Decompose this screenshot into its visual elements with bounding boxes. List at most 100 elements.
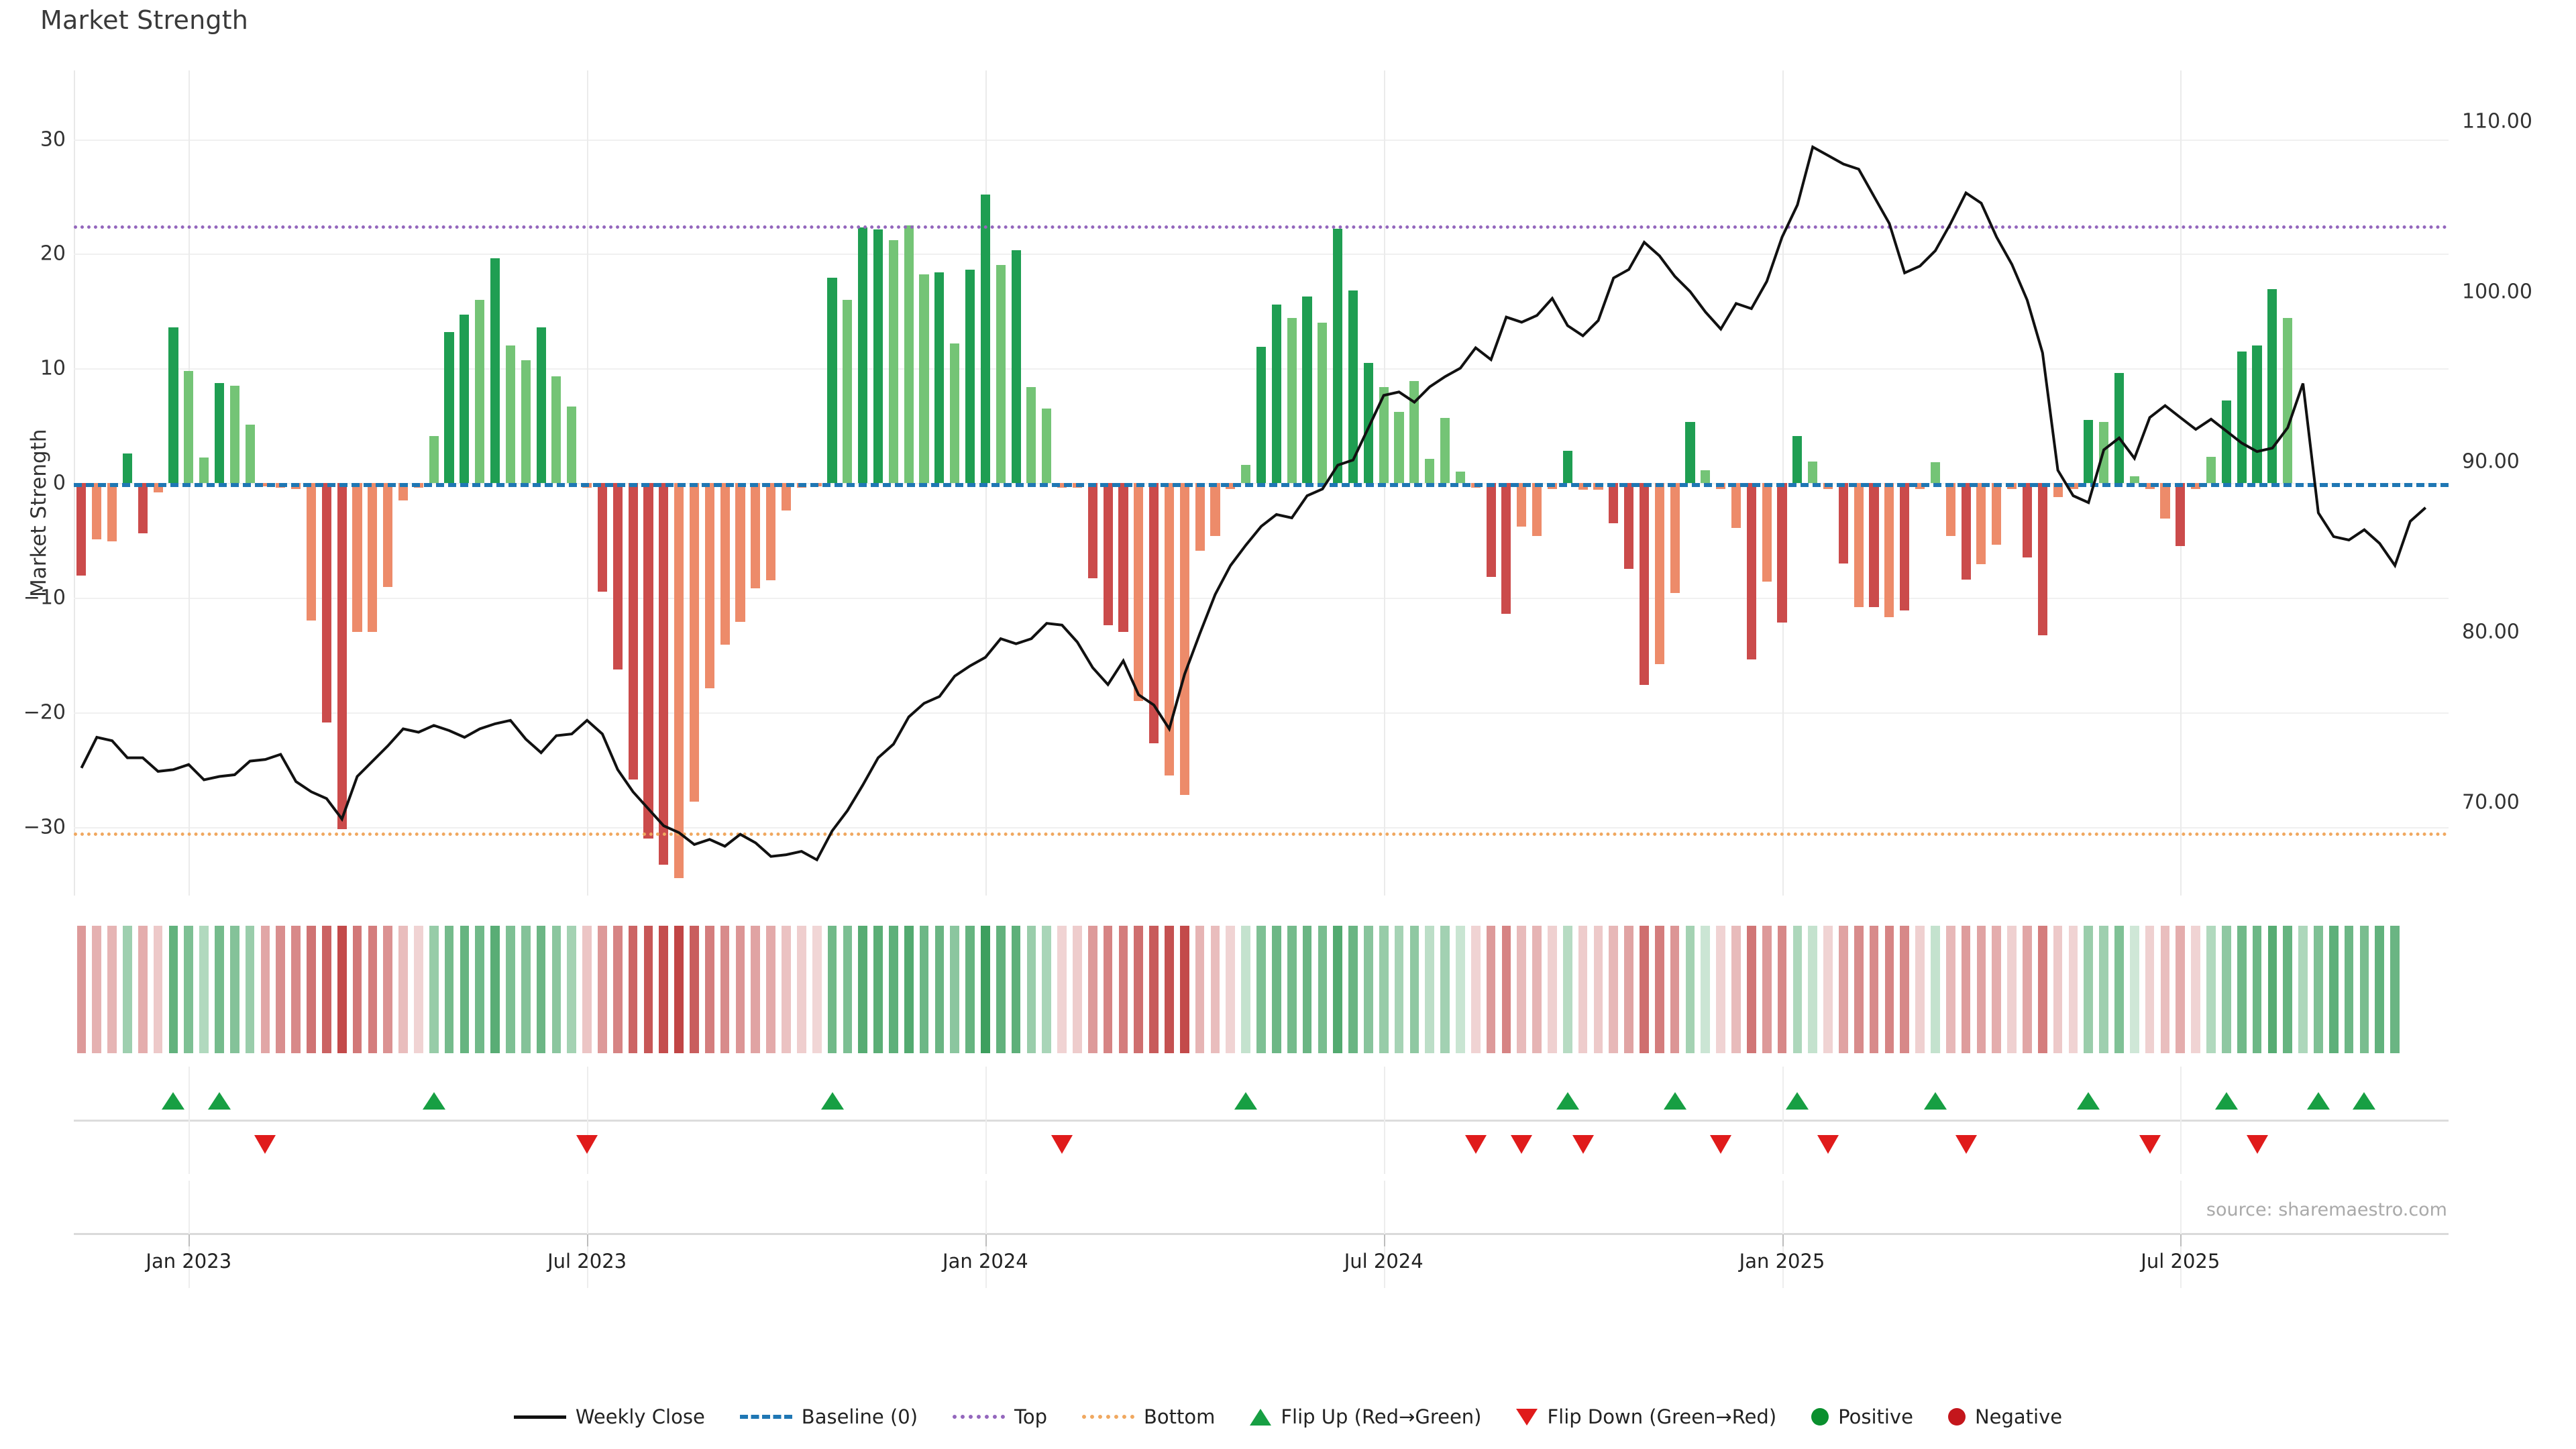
flip-up-marker-icon[interactable]: [2214, 1092, 2238, 1110]
heatmap-cell: [199, 926, 209, 1053]
heatmap-cell: [490, 926, 500, 1053]
legend-swatch: [1516, 1408, 1538, 1426]
heatmap-cell: [229, 926, 239, 1053]
flip-down-marker-icon[interactable]: [1572, 1135, 1594, 1154]
flip-down-marker-icon[interactable]: [576, 1135, 598, 1154]
strength-bar: [597, 483, 607, 592]
heatmap-cell: [1364, 926, 1373, 1053]
flip-down-marker-icon[interactable]: [2139, 1135, 2161, 1154]
strength-bar: [122, 453, 132, 483]
flip-gridline: [2180, 1067, 2182, 1174]
legend-item[interactable]: Weekly Close: [513, 1405, 705, 1428]
strength-bar: [505, 345, 515, 483]
heatmap-cell: [2359, 926, 2369, 1053]
heatmap-cell: [1931, 926, 1940, 1053]
flip-down-marker-icon[interactable]: [1051, 1135, 1073, 1154]
strength-bar: [1762, 483, 1772, 582]
strength-bar: [904, 225, 914, 483]
strength-bar: [1042, 408, 1052, 483]
triangle-up-green-icon: [1250, 1408, 1272, 1426]
heatmap-cell: [92, 926, 102, 1053]
strength-bar: [1808, 461, 1818, 483]
dashed-blue-icon: [739, 1415, 792, 1419]
flip-gridline: [1782, 1067, 1784, 1174]
flip-down-marker-icon[interactable]: [1817, 1135, 1839, 1154]
heatmap-cell: [1578, 926, 1588, 1053]
heatmap-cell: [414, 926, 423, 1053]
heatmap-cell: [1716, 926, 1725, 1053]
legend-item[interactable]: Baseline (0): [739, 1405, 918, 1428]
flip-down-marker-icon[interactable]: [1511, 1135, 1533, 1154]
strength-bar: [2237, 351, 2247, 483]
x-tick-mark: [985, 1234, 987, 1246]
legend-item[interactable]: Negative: [1947, 1405, 2062, 1428]
flip-up-marker-icon[interactable]: [1234, 1092, 1258, 1110]
flip-down-marker-icon[interactable]: [2246, 1135, 2268, 1154]
x-tick-label: Jan 2025: [1739, 1250, 1825, 1273]
heatmap-cell: [138, 926, 148, 1053]
legend-item[interactable]: Positive: [1811, 1405, 1913, 1428]
legend-item[interactable]: Flip Down (Green→Red): [1516, 1405, 1776, 1428]
heatmap-cell: [506, 926, 515, 1053]
heatmap-cell: [1456, 926, 1465, 1053]
heatmap-cell: [551, 926, 561, 1053]
legend-item[interactable]: Flip Up (Red→Green): [1250, 1405, 1481, 1428]
strength-bar: [1394, 412, 1404, 483]
strength-bar: [2221, 400, 2231, 483]
gridline: [74, 826, 2449, 828]
heatmap-cell: [2068, 926, 2078, 1053]
strength-bar: [720, 483, 730, 645]
legend-item[interactable]: Top: [953, 1405, 1047, 1428]
flip-down-marker-icon[interactable]: [254, 1135, 276, 1154]
flip-up-marker-icon[interactable]: [162, 1092, 185, 1110]
heatmap-cell: [643, 926, 653, 1053]
legend-label: Flip Up (Red→Green): [1281, 1405, 1482, 1428]
heatmap-cell: [720, 926, 730, 1053]
flip-up-marker-icon[interactable]: [2353, 1092, 2376, 1110]
heatmap-cell: [1333, 926, 1343, 1053]
heatmap-cell: [1165, 926, 1174, 1053]
flip-down-marker-icon[interactable]: [1710, 1135, 1732, 1154]
flip-up-marker-icon[interactable]: [207, 1092, 231, 1110]
heatmap-cell: [1624, 926, 1633, 1053]
heatmap-cell: [460, 926, 470, 1053]
legend-swatch: [739, 1415, 792, 1419]
heatmap-cell: [2344, 926, 2354, 1053]
x-tick-mark: [2180, 1234, 2182, 1246]
heatmap-cell: [1961, 926, 1971, 1053]
heatmap-cell: [153, 926, 163, 1053]
strength-bar: [1241, 464, 1251, 483]
strength-bar: [368, 483, 378, 633]
legend-label: Top: [1014, 1405, 1047, 1428]
strength-bar: [781, 483, 792, 511]
flip-up-marker-icon[interactable]: [1786, 1092, 1809, 1110]
flip-up-marker-icon[interactable]: [1923, 1092, 1947, 1110]
flip-down-marker-icon[interactable]: [1955, 1135, 1977, 1154]
strength-bar: [1777, 483, 1787, 623]
strength-bar: [1930, 462, 1940, 483]
heatmap-cell: [1057, 926, 1067, 1053]
heatmap-cell: [1900, 926, 1910, 1053]
heatmap-cell: [2023, 926, 2032, 1053]
y-tick-label: −20: [23, 700, 66, 724]
y-tick-label: 30: [40, 127, 66, 151]
flip-up-marker-icon[interactable]: [1556, 1092, 1579, 1110]
y-tick-label: 20: [40, 241, 66, 266]
heatmap-cell: [1073, 926, 1082, 1053]
heatmap-cell: [858, 926, 868, 1053]
strength-bar: [751, 483, 761, 589]
flip-down-marker-icon[interactable]: [1464, 1135, 1487, 1154]
flip-up-marker-icon[interactable]: [422, 1092, 445, 1110]
strength-heatmap-strip: [74, 926, 2449, 1053]
flip-up-marker-icon[interactable]: [2077, 1092, 2100, 1110]
heatmap-cell: [1134, 926, 1144, 1053]
flip-up-marker-icon[interactable]: [2306, 1092, 2330, 1110]
strength-bar: [1654, 483, 1664, 664]
flip-up-marker-icon[interactable]: [1663, 1092, 1686, 1110]
flip-up-marker-icon[interactable]: [820, 1092, 844, 1110]
heatmap-cell: [567, 926, 577, 1053]
heatmap-cell: [383, 926, 393, 1053]
legend-item[interactable]: Bottom: [1081, 1405, 1215, 1428]
heatmap-cell: [934, 926, 945, 1053]
strength-bar: [1976, 483, 1986, 565]
